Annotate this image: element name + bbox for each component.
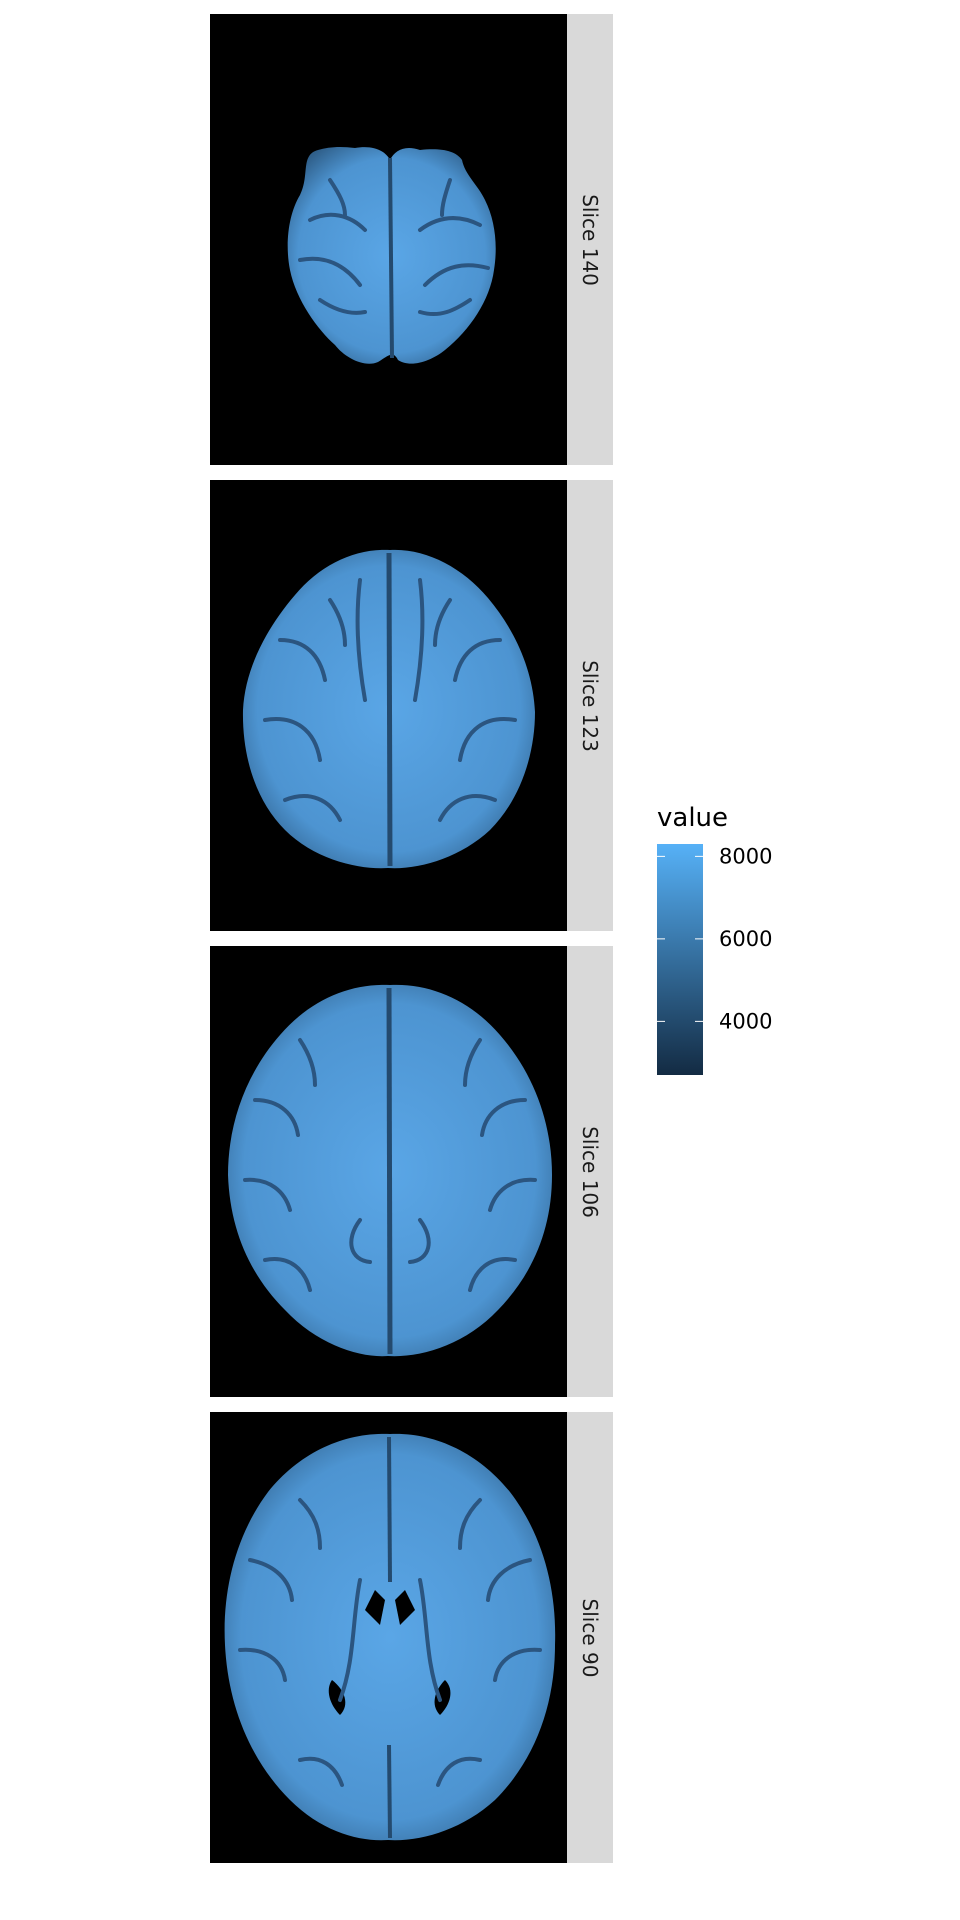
facet-panel-4: Slice 90 [210,1412,613,1863]
legend-tick-label: 8000 [719,844,772,868]
color-legend: value 4000 6000 8000 [657,803,772,1075]
facet-strip [567,1412,613,1863]
facet-strip [567,946,613,1397]
facet-strip [567,14,613,465]
brain-slice-image [224,1433,556,1841]
facet-panel-3: Slice 106 [210,946,613,1397]
facet-strip [567,480,613,931]
brain-slice-image [228,984,552,1357]
legend-tick-label: 4000 [719,1009,772,1033]
facet-panel-1: Slice 140 [210,14,613,465]
brain-slice-image [287,146,496,364]
legend-tick-label: 6000 [719,927,772,951]
legend-title: value [657,803,728,833]
facet-strip-label: Slice 123 [578,660,602,752]
brain-slice-image [242,549,535,869]
facet-panel-2: Slice 123 [210,480,613,931]
facet-strip-label: Slice 140 [578,194,602,286]
legend-colorbar [657,844,703,1075]
facet-strip-label: Slice 106 [578,1126,602,1218]
facet-strip-label: Slice 90 [578,1599,602,1678]
legend-ticks: 4000 6000 8000 [657,844,772,1033]
